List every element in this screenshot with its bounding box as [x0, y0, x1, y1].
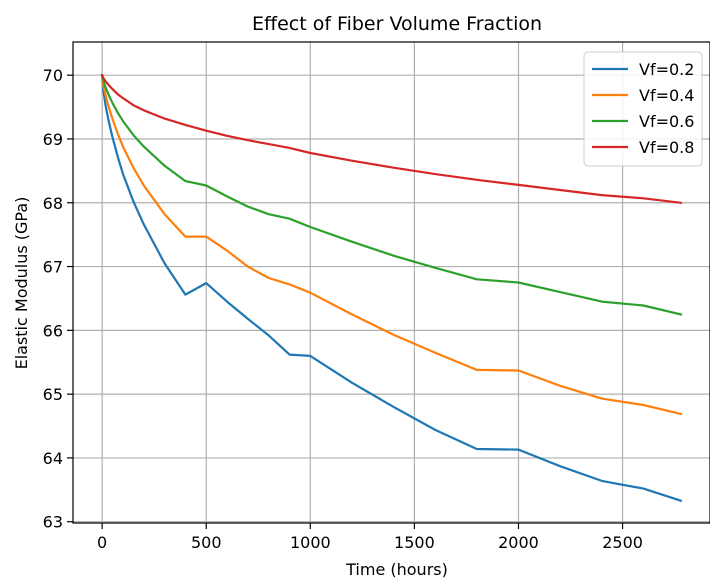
y-tick-label: 65	[43, 385, 63, 404]
legend-label: Vf=0.4	[639, 86, 694, 105]
legend-label: Vf=0.2	[639, 60, 694, 79]
x-tick-label: 1500	[394, 533, 435, 552]
y-axis-label: Elastic Modulus (GPa)	[12, 197, 31, 370]
x-tick-label: 2500	[602, 533, 643, 552]
legend: Vf=0.2 Vf=0.4 Vf=0.6 Vf=0.8	[583, 51, 703, 167]
chart-title: Effect of Fiber Volume Fraction	[252, 13, 542, 35]
y-tick-label: 69	[43, 130, 63, 149]
x-axis-label: Time (hours)	[345, 560, 448, 579]
grid-lines	[73, 42, 710, 523]
y-tick-label: 64	[43, 449, 63, 468]
x-tick-label: 2000	[498, 533, 539, 552]
series-line-2	[100, 73, 683, 416]
x-tick-label: 1000	[290, 533, 331, 552]
x-tick-label: 500	[191, 533, 222, 552]
legend-label: Vf=0.8	[639, 138, 694, 157]
y-tick-label: 66	[43, 321, 63, 340]
y-tick-label: 67	[43, 258, 63, 277]
series-line-4	[100, 73, 683, 205]
axis-ticks: 0 500 1000 1500 2000 2500 63 64 65 66 67 68 69 70	[43, 66, 643, 552]
y-tick-label: 68	[43, 194, 63, 213]
y-tick-label: 70	[43, 66, 63, 85]
plot-area-frame	[72, 41, 710, 524]
legend-box	[583, 51, 703, 167]
x-tick-label: 0	[97, 533, 107, 552]
series-line-3	[100, 73, 683, 316]
y-tick-label: 63	[43, 513, 63, 532]
legend-label: Vf=0.6	[639, 112, 694, 131]
series-line-1	[100, 74, 683, 503]
series-lines	[100, 73, 683, 503]
